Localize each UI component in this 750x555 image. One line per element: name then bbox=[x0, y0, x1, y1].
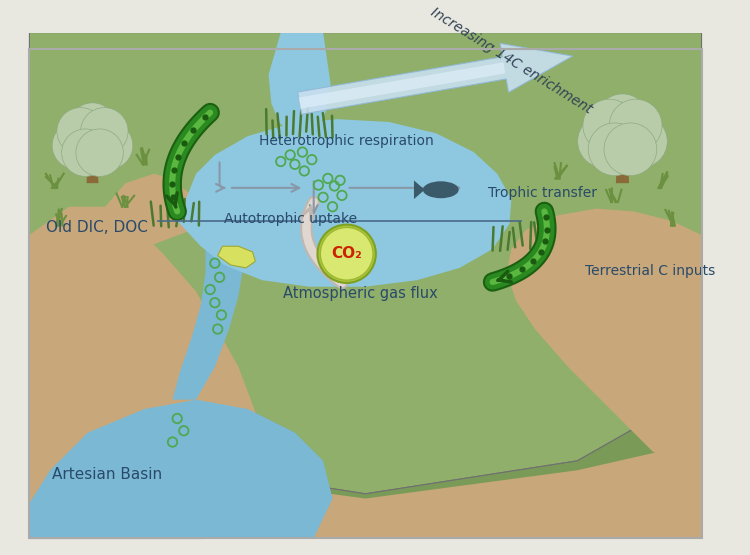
Text: CO₂: CO₂ bbox=[332, 246, 362, 261]
Text: Terrestrial C inputs: Terrestrial C inputs bbox=[585, 264, 715, 278]
Text: Autotrophic uptake: Autotrophic uptake bbox=[224, 211, 357, 225]
Circle shape bbox=[69, 103, 116, 150]
Text: Atmospheric gas flux: Atmospheric gas flux bbox=[284, 286, 438, 301]
Circle shape bbox=[69, 117, 116, 164]
Polygon shape bbox=[86, 141, 98, 183]
Circle shape bbox=[609, 99, 662, 152]
Circle shape bbox=[614, 115, 668, 168]
Text: Artesian Basin: Artesian Basin bbox=[52, 467, 162, 482]
Circle shape bbox=[596, 94, 649, 147]
Polygon shape bbox=[217, 246, 255, 268]
Text: Heterotrophic respiration: Heterotrophic respiration bbox=[260, 134, 434, 148]
Polygon shape bbox=[298, 43, 572, 114]
Circle shape bbox=[320, 228, 373, 280]
Ellipse shape bbox=[423, 181, 459, 198]
Circle shape bbox=[317, 225, 376, 283]
Polygon shape bbox=[298, 62, 506, 109]
Circle shape bbox=[62, 129, 109, 176]
Polygon shape bbox=[177, 119, 512, 287]
Polygon shape bbox=[29, 390, 701, 538]
Circle shape bbox=[596, 110, 649, 163]
Circle shape bbox=[76, 129, 123, 176]
Polygon shape bbox=[414, 180, 424, 199]
Circle shape bbox=[81, 108, 128, 155]
Circle shape bbox=[86, 122, 133, 169]
Circle shape bbox=[53, 122, 100, 169]
Circle shape bbox=[604, 123, 657, 175]
Polygon shape bbox=[29, 206, 267, 538]
Circle shape bbox=[588, 123, 641, 175]
Circle shape bbox=[578, 115, 631, 168]
Polygon shape bbox=[268, 33, 331, 136]
Polygon shape bbox=[29, 33, 701, 494]
Circle shape bbox=[57, 108, 104, 155]
Polygon shape bbox=[616, 136, 629, 183]
Polygon shape bbox=[29, 390, 201, 538]
Polygon shape bbox=[172, 225, 243, 400]
Text: Increasing 14C enrichment: Increasing 14C enrichment bbox=[428, 5, 595, 117]
Text: Old DIC, DOC: Old DIC, DOC bbox=[46, 220, 148, 235]
Circle shape bbox=[583, 99, 636, 152]
Polygon shape bbox=[507, 209, 701, 538]
Polygon shape bbox=[29, 400, 332, 538]
Text: Trophic transfer: Trophic transfer bbox=[488, 185, 597, 200]
Polygon shape bbox=[29, 174, 201, 538]
Polygon shape bbox=[29, 442, 701, 538]
